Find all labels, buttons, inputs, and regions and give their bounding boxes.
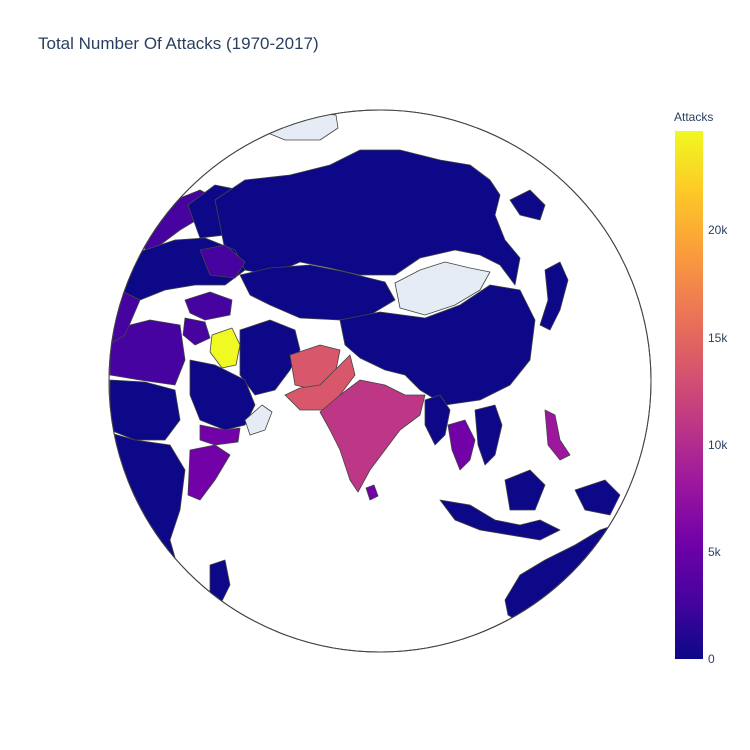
colorbar-tick: 20k	[708, 223, 728, 238]
region-somalia[interactable]	[187, 444, 231, 501]
region-east-africa[interactable]	[100, 429, 186, 591]
region-oman[interactable]	[244, 404, 273, 436]
region-mongolia[interactable]	[394, 261, 491, 316]
region-yemen[interactable]	[199, 424, 241, 446]
region-vietnam[interactable]	[474, 404, 503, 466]
region-japan[interactable]	[539, 261, 569, 331]
region-turkey[interactable]	[184, 291, 233, 321]
region-kazakhstan[interactable]	[239, 264, 396, 321]
region-sudan[interactable]	[109, 379, 181, 441]
region-egypt[interactable]	[109, 319, 186, 386]
region-kamchatka[interactable]	[509, 189, 546, 221]
region-philippines[interactable]	[544, 409, 571, 461]
region-thailand[interactable]	[447, 419, 476, 471]
region-saudi-arabia[interactable]	[189, 359, 256, 431]
region-syria[interactable]	[182, 317, 211, 346]
colorbar-tick: 15k	[708, 330, 728, 345]
colorbar-title: Attacks	[674, 110, 714, 124]
colorbar-tick: 10k	[708, 437, 728, 452]
colorbar-gradient	[675, 131, 703, 659]
region-sri-lanka[interactable]	[365, 484, 379, 501]
colorbar-tick: 5k	[708, 544, 721, 559]
chart-title: Total Number Of Attacks (1970-2017)	[38, 34, 319, 53]
region-new-guinea[interactable]	[574, 479, 621, 516]
region-pakistan[interactable]	[284, 354, 356, 411]
region-china[interactable]	[339, 284, 536, 406]
region-borneo[interactable]	[504, 469, 546, 511]
region-india[interactable]	[319, 379, 426, 493]
region-ukraine[interactable]	[199, 244, 246, 279]
colorbar-tick: 0	[708, 652, 715, 666]
region-madagascar[interactable]	[209, 559, 231, 606]
region-indonesia[interactable]	[439, 499, 561, 541]
region-iraq[interactable]	[209, 327, 241, 369]
region-myanmar[interactable]	[424, 394, 451, 446]
